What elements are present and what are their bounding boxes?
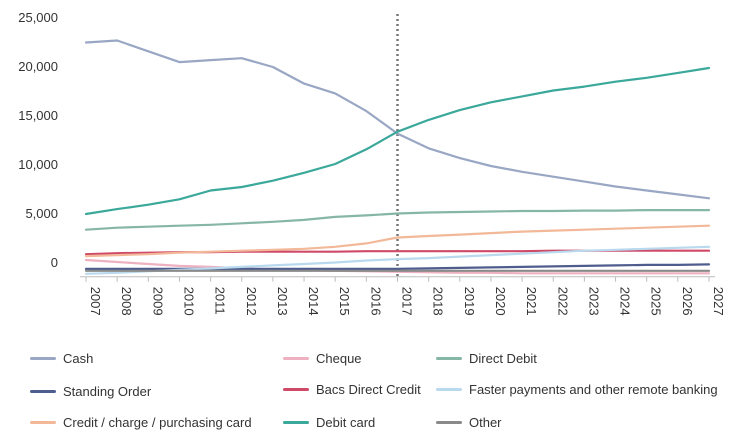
y-tick-label: 15,000 xyxy=(18,108,58,123)
legend-item-debit-card: Debit card xyxy=(283,412,375,432)
x-tick-label: 2024 xyxy=(618,287,633,316)
y-tick-label: 10,000 xyxy=(18,157,58,172)
legend-swatch xyxy=(436,356,462,360)
x-tick-label: 2023 xyxy=(586,287,601,316)
legend-swatch xyxy=(30,389,56,393)
legend-item-other: Other xyxy=(436,412,502,432)
legend-label: Standing Order xyxy=(63,383,152,399)
chart-canvas: 25,000 20,000 15,000 10,000 5,000 0 2007 2008 20… xyxy=(18,10,726,316)
x-tick-label: 2010 xyxy=(181,287,196,316)
x-tick-label: 2021 xyxy=(524,287,539,316)
x-tick-label: 2020 xyxy=(493,287,508,316)
y-tick-label: 0 xyxy=(51,255,58,270)
legend-label: Direct Debit xyxy=(469,350,537,366)
legend-swatch xyxy=(436,387,462,391)
legend-label: Cash xyxy=(63,350,94,366)
series-line-direct-debit xyxy=(84,209,711,231)
x-tick-label: 2008 xyxy=(119,287,134,316)
x-tick-label: 2011 xyxy=(213,287,228,315)
legend-swatch xyxy=(283,356,309,360)
x-tick-label: 2009 xyxy=(150,287,165,316)
y-tick-label: 20,000 xyxy=(18,59,58,74)
series-line-faster-payments-and-other-remote-banking xyxy=(84,245,711,275)
series-line-credit-charge-purchasing-card xyxy=(84,224,711,258)
x-tick-label: 2018 xyxy=(431,287,446,316)
x-tick-label: 2019 xyxy=(462,287,477,316)
legend-label: Faster payments and other remote banking xyxy=(469,381,718,397)
legend-item-faster-payments: Faster payments and other remote banking xyxy=(436,379,718,399)
legend-label: Credit / charge / purchasing card xyxy=(63,414,252,430)
series-line-debit-card xyxy=(84,66,711,216)
legend-item-bacs-direct-credit: Bacs Direct Credit xyxy=(283,379,421,399)
y-tick-label: 5,000 xyxy=(25,206,58,221)
legend-label: Cheque xyxy=(316,350,362,366)
legend-swatch xyxy=(283,420,309,424)
y-tick-label: 25,000 xyxy=(18,10,58,25)
x-tick-label: 2014 xyxy=(306,287,321,316)
x-tick-label: 2022 xyxy=(555,287,570,316)
series-line-cash xyxy=(84,39,711,200)
chart-legend: Cash Cheque Direct Debit Standing Order … xyxy=(0,340,752,439)
legend-item-direct-debit: Direct Debit xyxy=(436,348,537,368)
x-tick-label: 2007 xyxy=(88,287,103,316)
legend-swatch xyxy=(283,387,309,391)
x-tick-label: 2016 xyxy=(368,287,383,316)
x-tick-label: 2013 xyxy=(275,287,290,316)
legend-item-cash: Cash xyxy=(30,348,93,368)
legend-label: Other xyxy=(469,414,502,430)
x-tick-label: 2026 xyxy=(680,287,695,316)
x-tick-label: 2027 xyxy=(711,287,726,316)
legend-item-standing-order: Standing Order xyxy=(30,381,151,401)
legend-swatch xyxy=(436,420,462,424)
legend-swatch xyxy=(30,420,56,424)
x-tick-label: 2012 xyxy=(244,287,259,316)
legend-label: Debit card xyxy=(316,414,376,430)
x-tick-label: 2017 xyxy=(400,287,415,316)
line-chart: 25,000 20,000 15,000 10,000 5,000 0 2007 2008 20… xyxy=(18,10,726,316)
x-tick-label: 2025 xyxy=(649,287,664,316)
legend-item-cheque: Cheque xyxy=(283,348,362,368)
legend-item-credit-card: Credit / charge / purchasing card xyxy=(30,412,252,432)
legend-label: Bacs Direct Credit xyxy=(316,381,421,397)
x-tick-label: 2015 xyxy=(337,287,352,316)
legend-swatch xyxy=(30,356,56,360)
